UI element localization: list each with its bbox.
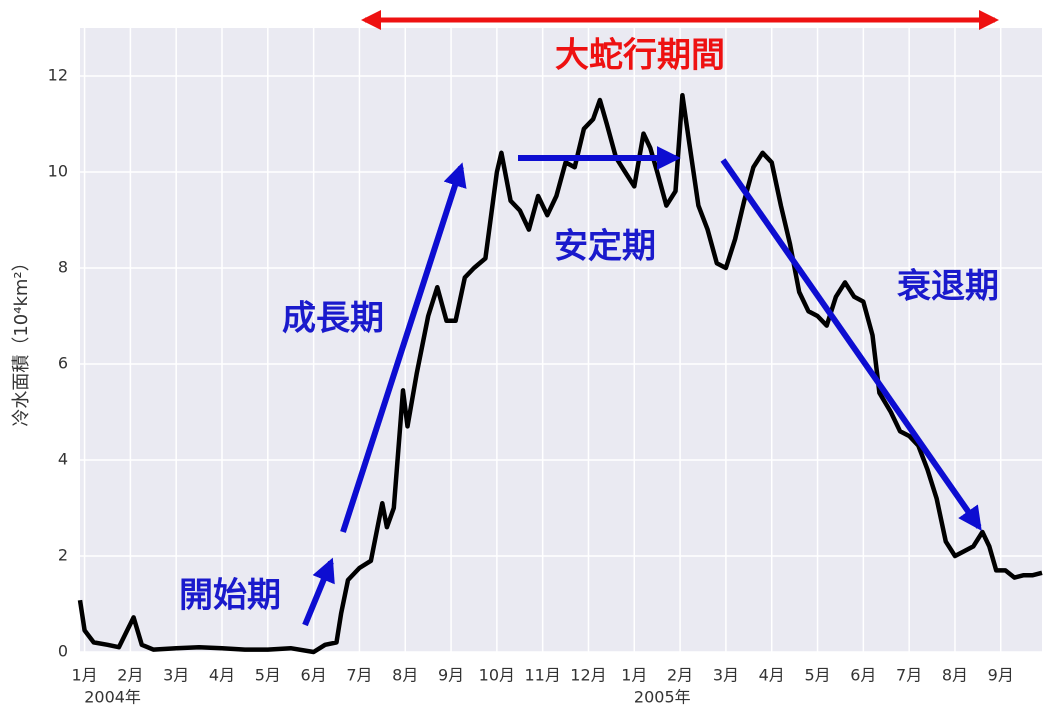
y-tick-label: 10 bbox=[48, 162, 68, 181]
y-tick-label: 8 bbox=[58, 258, 68, 277]
x-tick-label: 5月 bbox=[255, 666, 281, 685]
x-tick-label: 2月 bbox=[117, 666, 143, 685]
x-tick-label: 4月 bbox=[209, 666, 235, 685]
annotation: 成長期 bbox=[282, 299, 384, 339]
grid bbox=[80, 28, 1042, 653]
x-tick-label: 6月 bbox=[850, 666, 876, 685]
arrow bbox=[340, 162, 467, 533]
x-tick-label: 1月 bbox=[71, 666, 97, 685]
y-axis-label: 冷水面積（10⁴km²） bbox=[11, 253, 32, 426]
plot-area bbox=[80, 28, 1042, 652]
year-label: 2005年 bbox=[634, 688, 691, 707]
y-tick-label: 12 bbox=[48, 66, 68, 85]
x-tick-label: 10月 bbox=[479, 666, 515, 685]
year-label: 2004年 bbox=[84, 688, 141, 707]
x-tick-label: 11月 bbox=[524, 666, 560, 685]
annotation: 大蛇行期間 bbox=[555, 36, 725, 76]
x-tick-label: 3月 bbox=[163, 666, 189, 685]
x-tick-label: 8月 bbox=[392, 666, 418, 685]
x-tick-label: 5月 bbox=[804, 666, 830, 685]
x-tick-label: 9月 bbox=[438, 666, 464, 685]
annotation: 衰退期 bbox=[897, 267, 999, 307]
annotation: 安定期 bbox=[554, 227, 656, 267]
y-tick-label: 6 bbox=[58, 354, 68, 373]
y-tick-label: 0 bbox=[58, 642, 68, 661]
x-tick-label: 8月 bbox=[942, 666, 968, 685]
arrow bbox=[302, 557, 335, 627]
x-tick-label: 3月 bbox=[713, 666, 739, 685]
x-tick-label: 7月 bbox=[346, 666, 372, 685]
y-tick-label: 2 bbox=[58, 546, 68, 565]
x-tick-label: 4月 bbox=[759, 666, 785, 685]
x-tick-label: 6月 bbox=[301, 666, 327, 685]
arrow bbox=[720, 158, 982, 531]
y-tick-label: 4 bbox=[58, 450, 68, 469]
x-tick-label: 1月 bbox=[621, 666, 647, 685]
x-tick-label: 9月 bbox=[988, 666, 1014, 685]
x-tick-label: 7月 bbox=[896, 666, 922, 685]
x-tick-label: 2月 bbox=[667, 666, 693, 685]
annotation: 開始期 bbox=[179, 576, 281, 616]
x-tick-label: 12月 bbox=[570, 666, 606, 685]
